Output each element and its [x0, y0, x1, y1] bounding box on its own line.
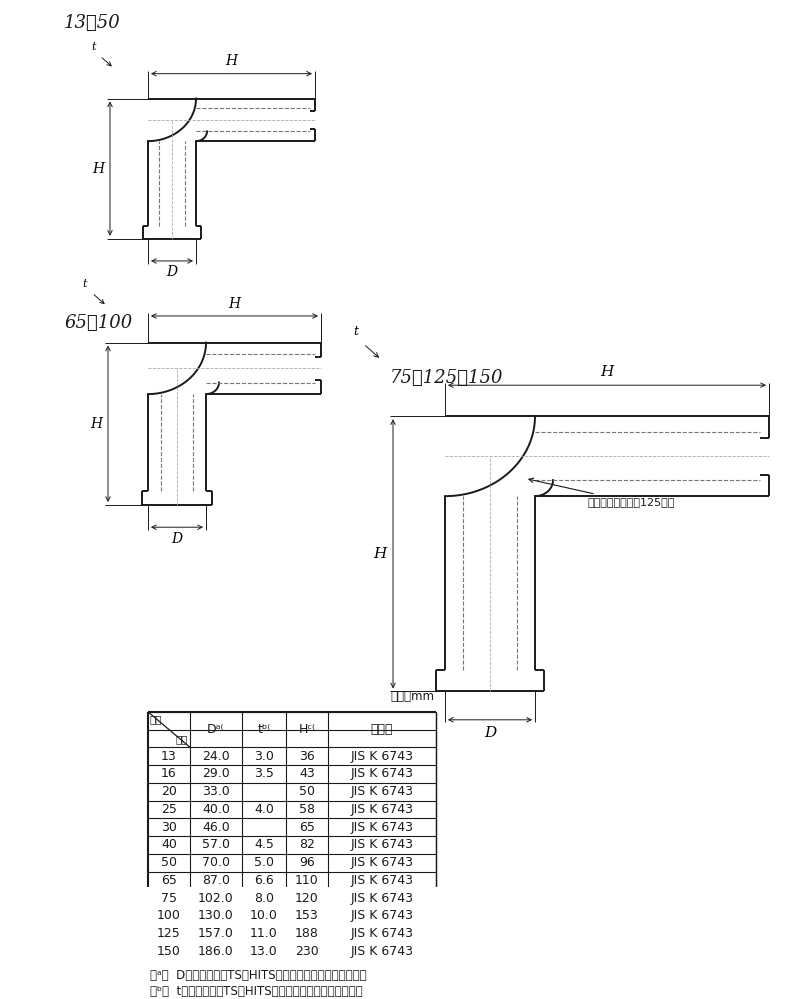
Text: 58: 58 — [299, 803, 315, 816]
Text: 82: 82 — [299, 838, 315, 851]
Text: t: t — [82, 280, 87, 290]
Text: 40: 40 — [161, 838, 177, 851]
Text: 102.0: 102.0 — [198, 892, 234, 905]
Text: 25: 25 — [161, 803, 177, 816]
Text: JIS K 6743: JIS K 6743 — [350, 749, 414, 762]
Text: H: H — [226, 54, 238, 68]
Text: 125: 125 — [157, 927, 181, 940]
Text: 16: 16 — [161, 767, 177, 780]
Text: JIS K 6743: JIS K 6743 — [350, 803, 414, 816]
Text: 188: 188 — [295, 927, 319, 940]
Text: JIS K 6743: JIS K 6743 — [350, 856, 414, 869]
Text: JIS K 6743: JIS K 6743 — [350, 785, 414, 798]
Text: 注ᵇ）  tの許容差は、TS・HITS継手受口共通寸法図による。: 注ᵇ） tの許容差は、TS・HITS継手受口共通寸法図による。 — [150, 985, 362, 998]
Text: 24.0: 24.0 — [202, 749, 230, 762]
Text: 3.0: 3.0 — [254, 749, 274, 762]
Text: 呼径: 呼径 — [175, 734, 188, 744]
Text: 46.0: 46.0 — [202, 821, 230, 834]
Text: 注ᵃ）  Dの許容差は、TS・HITS継手受口共通寸法図による。: 注ᵃ） Dの許容差は、TS・HITS継手受口共通寸法図による。 — [150, 969, 366, 982]
Text: D: D — [171, 531, 182, 545]
Text: 30: 30 — [161, 821, 177, 834]
Text: 153: 153 — [295, 909, 319, 922]
Text: t: t — [92, 42, 96, 52]
Text: JIS K 6743: JIS K 6743 — [350, 892, 414, 905]
Text: JIS K 6743: JIS K 6743 — [350, 909, 414, 922]
Text: tᵇ⁽: tᵇ⁽ — [258, 723, 270, 736]
Text: 13: 13 — [161, 749, 177, 762]
Text: H: H — [90, 417, 102, 431]
Text: D: D — [484, 726, 496, 740]
Text: t: t — [353, 326, 358, 339]
Text: 150: 150 — [157, 945, 181, 958]
Text: 57.0: 57.0 — [202, 838, 230, 851]
Text: 75: 75 — [161, 892, 177, 905]
Text: H: H — [373, 546, 386, 560]
Text: 10.0: 10.0 — [250, 909, 278, 922]
Text: 13～50: 13～50 — [64, 14, 121, 32]
Text: 13.0: 13.0 — [250, 945, 278, 958]
Text: 11.0: 11.0 — [250, 927, 278, 940]
Text: 43: 43 — [299, 767, 315, 780]
Text: JIS K 6743: JIS K 6743 — [350, 945, 414, 958]
Text: コーナーリブは、125のみ: コーナーリブは、125のみ — [529, 479, 674, 507]
Text: 6.6: 6.6 — [254, 874, 274, 887]
Text: 40.0: 40.0 — [202, 803, 230, 816]
Text: JIS K 6743: JIS K 6743 — [350, 874, 414, 887]
Text: Hᶜ⁽: Hᶜ⁽ — [298, 723, 315, 736]
Text: 100: 100 — [157, 909, 181, 922]
Text: Dᵃ⁽: Dᵃ⁽ — [207, 723, 225, 736]
Text: 186.0: 186.0 — [198, 945, 234, 958]
Text: JIS K 6743: JIS K 6743 — [350, 838, 414, 851]
Text: 36: 36 — [299, 749, 315, 762]
Text: 33.0: 33.0 — [202, 785, 230, 798]
Text: H: H — [229, 297, 241, 311]
Text: 87.0: 87.0 — [202, 874, 230, 887]
Text: 130.0: 130.0 — [198, 909, 234, 922]
Text: 8.0: 8.0 — [254, 892, 274, 905]
Text: 4.5: 4.5 — [254, 838, 274, 851]
Text: H: H — [92, 162, 104, 176]
Text: 3.5: 3.5 — [254, 767, 274, 780]
Text: 120: 120 — [295, 892, 319, 905]
Text: 記号: 記号 — [150, 714, 162, 724]
Text: 96: 96 — [299, 856, 315, 869]
Text: 65・100: 65・100 — [64, 314, 132, 332]
Text: 50: 50 — [299, 785, 315, 798]
Text: H: H — [600, 365, 614, 379]
Text: JIS K 6743: JIS K 6743 — [350, 821, 414, 834]
Text: 75・125・150: 75・125・150 — [390, 370, 503, 388]
Text: 230: 230 — [295, 945, 319, 958]
Text: 規　格: 規 格 — [370, 723, 394, 736]
Text: 29.0: 29.0 — [202, 767, 230, 780]
Text: 5.0: 5.0 — [254, 856, 274, 869]
Text: 単位：mm: 単位：mm — [390, 690, 434, 703]
Text: 70.0: 70.0 — [202, 856, 230, 869]
Text: 157.0: 157.0 — [198, 927, 234, 940]
Text: 50: 50 — [161, 856, 177, 869]
Text: 65: 65 — [161, 874, 177, 887]
Text: D: D — [166, 266, 178, 280]
Text: 20: 20 — [161, 785, 177, 798]
Text: 110: 110 — [295, 874, 319, 887]
Text: 4.0: 4.0 — [254, 803, 274, 816]
Text: 65: 65 — [299, 821, 315, 834]
Text: JIS K 6743: JIS K 6743 — [350, 767, 414, 780]
Text: JIS K 6743: JIS K 6743 — [350, 927, 414, 940]
